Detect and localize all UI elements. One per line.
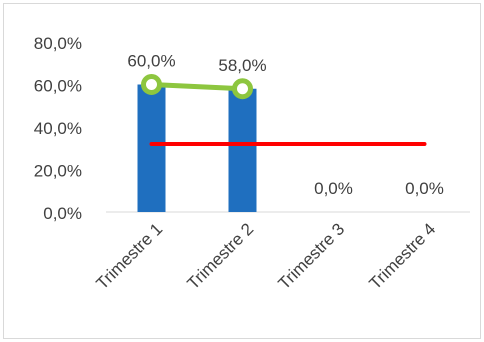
x-tick-label: Trimestre 1: [93, 219, 167, 293]
y-tick-label: 40,0%: [34, 119, 82, 138]
trend-line: [149, 82, 245, 92]
data-label: 0,0%: [314, 179, 353, 198]
bar-series: [137, 84, 257, 212]
x-tick-label: Trimestre 4: [366, 219, 440, 293]
y-tick-label: 80,0%: [34, 34, 82, 53]
data-label: 0,0%: [405, 179, 444, 198]
x-tick-label: Trimestre 2: [184, 219, 258, 293]
y-tick-label: 0,0%: [43, 204, 82, 223]
x-axis-ticks: Trimestre 1 Trimestre 2 Trimestre 3 Trimest…: [93, 219, 440, 293]
trend-point: [141, 74, 162, 95]
x-tick-label: Trimestre 3: [275, 219, 349, 293]
trend-point: [232, 78, 253, 100]
line-series: [141, 74, 427, 146]
data-labels: 60,0% 58,0% 0,0% 0,0%: [127, 52, 443, 199]
data-label: 58,0%: [218, 56, 266, 75]
data-label: 60,0%: [127, 52, 175, 71]
bar: [137, 84, 166, 212]
y-tick-label: 20,0%: [34, 162, 82, 181]
bar: [228, 88, 257, 212]
y-axis-ticks: 80,0% 60,0% 40,0% 20,0% 0,0%: [34, 34, 82, 223]
y-tick-label: 60,0%: [34, 77, 82, 96]
